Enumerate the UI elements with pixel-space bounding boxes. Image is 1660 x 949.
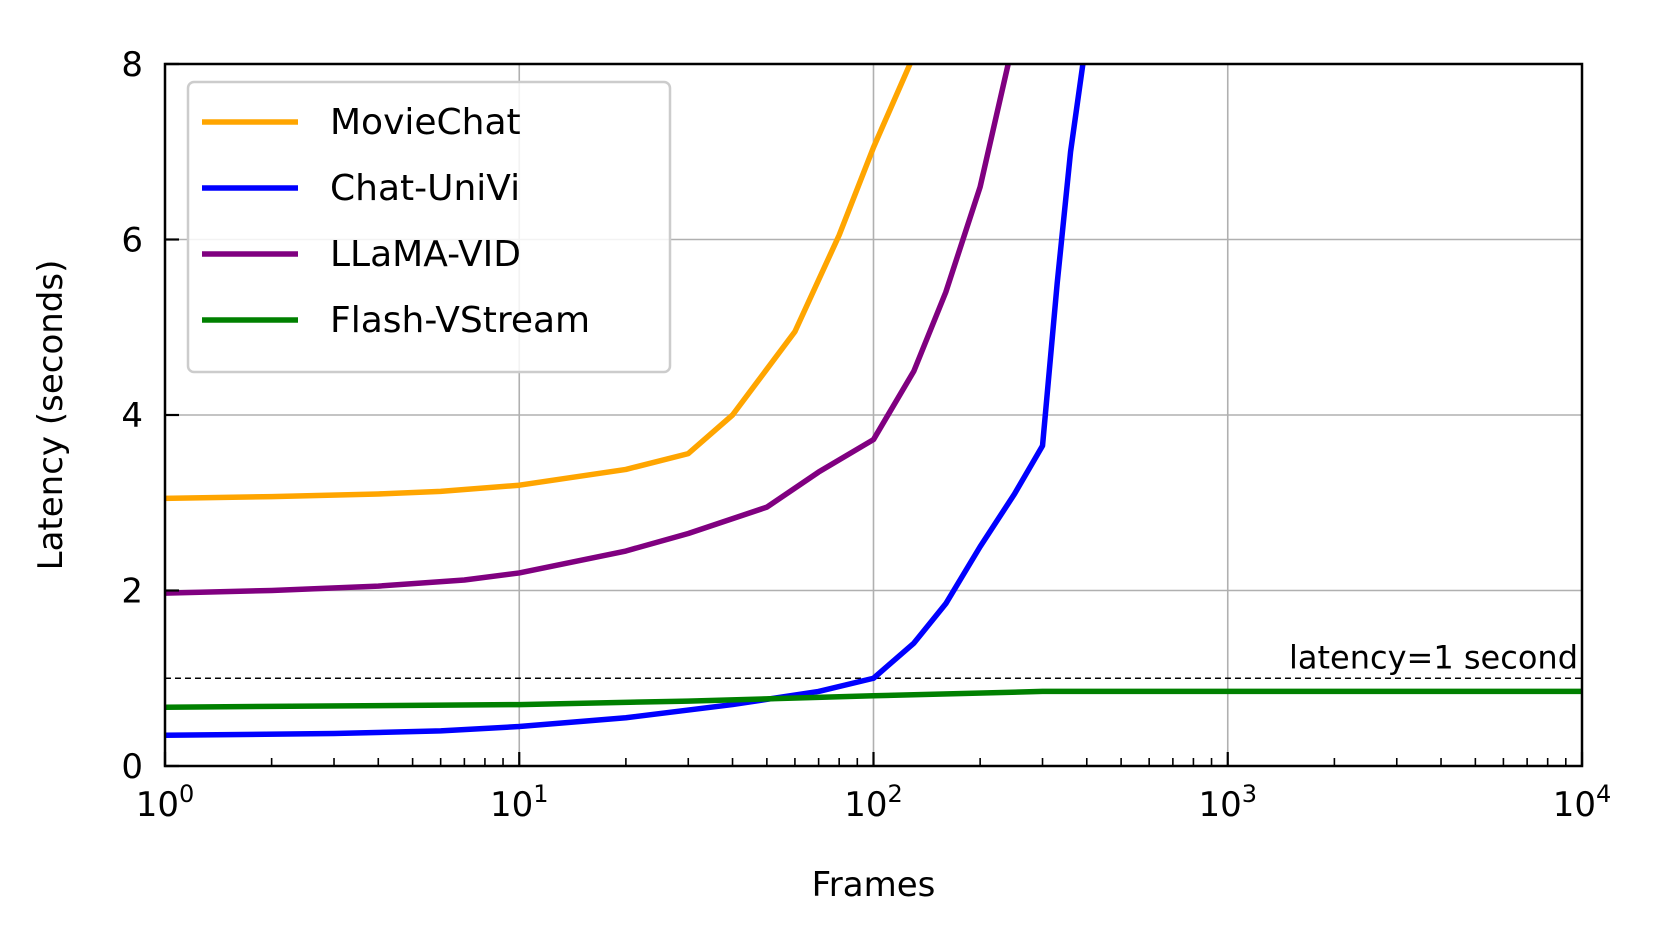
series-line-llama-vid [165, 64, 1011, 596]
y-tick-label: 4 [121, 396, 143, 436]
y-tick-label: 6 [121, 221, 143, 261]
plot-frame [163, 62, 1584, 768]
x-tick-label: 103 [1198, 780, 1257, 825]
x-tick-label: 104 [1553, 780, 1612, 825]
reference-line-label: latency=1 second [1289, 638, 1578, 676]
series-line-flash-vstream [165, 688, 1582, 710]
legend-label: Chat-UniVi [330, 168, 520, 209]
legend-label: Flash-VStream [330, 300, 590, 341]
y-tick-label: 2 [121, 572, 143, 612]
legend: MovieChat Chat-UniVi LLaMA-VID Flash-VStrea… [186, 80, 672, 374]
y-tick-labels: 0 2 4 6 8 [121, 45, 143, 787]
x-tick-label: 100 [136, 780, 195, 825]
series-line-moviechat [165, 64, 914, 502]
x-tick-label: 102 [844, 780, 903, 825]
x-tick-label: 101 [490, 780, 549, 825]
y-tick-label: 8 [121, 45, 143, 85]
legend-label: MovieChat [330, 102, 521, 143]
series-line-chat-univi [165, 64, 1086, 739]
x-tick-labels: 100 101 102 103 104 [136, 780, 1612, 825]
legend-label: LLaMA-VID [330, 234, 521, 275]
series-group [165, 64, 1582, 739]
y-tick-label: 0 [121, 747, 143, 787]
x-axis-label: Frames [812, 865, 936, 905]
y-axis-label: Latency (seconds) [31, 260, 71, 571]
legend-box [186, 80, 672, 374]
reference-line-group: latency=1 second [165, 638, 1582, 680]
